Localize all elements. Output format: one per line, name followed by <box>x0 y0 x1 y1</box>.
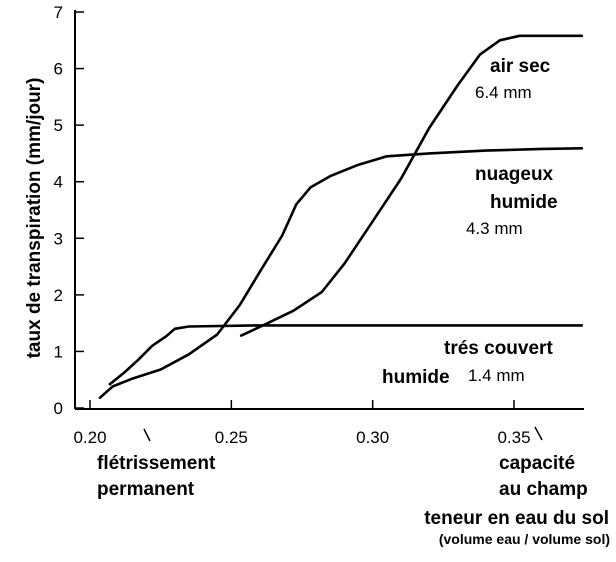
x-tick-label: 0.30 <box>356 428 389 447</box>
x-tick-label: 0.20 <box>73 428 106 447</box>
series-label-tres-couvert-2: humide <box>382 367 450 388</box>
fletrissement-marker <box>143 428 151 442</box>
annotation-fletrissement-2: permanent <box>97 479 195 500</box>
y-tick-label: 2 <box>54 286 63 305</box>
y-tick-label: 4 <box>54 173 63 192</box>
x-axis-label: teneur en eau du sol <box>424 508 609 529</box>
series-line-1 <box>98 147 584 400</box>
y-ticks: 0 1 2 3 4 5 6 7 <box>54 3 84 418</box>
y-tick-label: 6 <box>54 60 63 79</box>
series-line-2 <box>239 34 584 337</box>
annotation-capacite-1: capacité <box>499 453 575 474</box>
y-tick-label: 7 <box>54 3 63 22</box>
series-lines <box>98 34 584 400</box>
x-tick-label: 0.35 <box>497 428 530 447</box>
x-ticks: 0.20 0.25 0.30 0.35 <box>73 400 531 447</box>
y-axis-label: taux de transpiration (mm/jour) <box>24 78 45 359</box>
y-tick-label: 5 <box>54 116 63 135</box>
series-line-3 <box>108 324 584 386</box>
series-label-air-sec: air sec <box>490 56 551 77</box>
x-axis-sublabel: (volume eau / volume sol) <box>439 531 610 547</box>
series-label-nuageux-2: humide <box>490 192 558 213</box>
annotation-capacite-2: au champ <box>499 479 588 500</box>
y-tick-label: 3 <box>54 229 63 248</box>
series-amount-air-sec: 6.4 mm <box>475 83 532 102</box>
x-tick-label: 0.25 <box>215 428 248 447</box>
capacite-marker <box>534 426 543 441</box>
series-label-tres-couvert-1: trés couvert <box>444 338 553 359</box>
y-tick-label: 1 <box>54 342 63 361</box>
series-amount-nuageux: 4.3 mm <box>466 219 523 238</box>
series-amount-tres-couvert: 1.4 mm <box>468 366 525 385</box>
annotation-fletrissement-1: flétrissement <box>97 453 216 474</box>
series-label-nuageux-1: nuageux <box>475 164 554 185</box>
y-tick-label: 0 <box>54 399 63 418</box>
